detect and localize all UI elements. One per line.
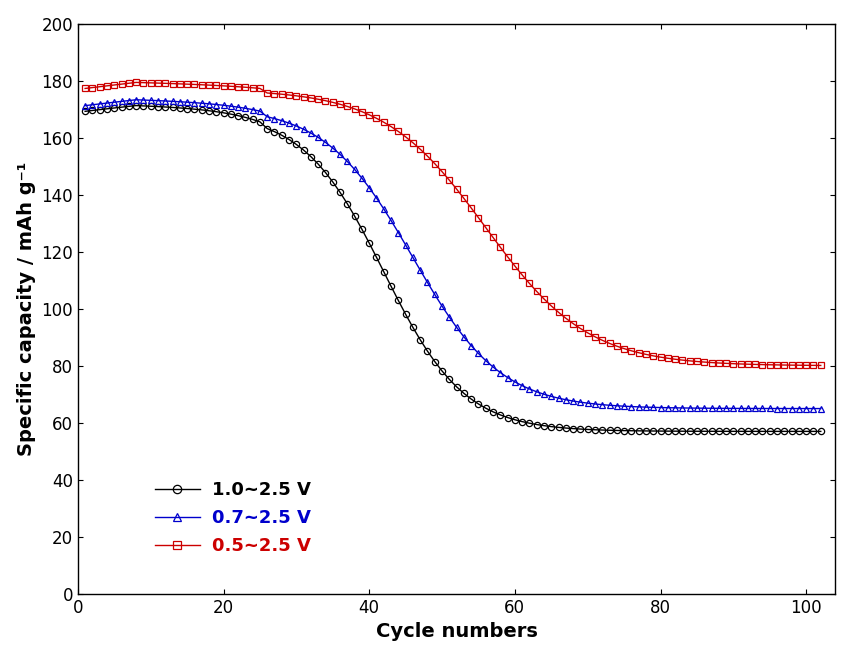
X-axis label: Cycle numbers: Cycle numbers: [376, 622, 538, 642]
Y-axis label: Specific capacity / mAh g⁻¹: Specific capacity / mAh g⁻¹: [17, 162, 36, 456]
Legend: 1.0~2.5 V, 0.7~2.5 V, 0.5~2.5 V: 1.0~2.5 V, 0.7~2.5 V, 0.5~2.5 V: [147, 474, 319, 562]
